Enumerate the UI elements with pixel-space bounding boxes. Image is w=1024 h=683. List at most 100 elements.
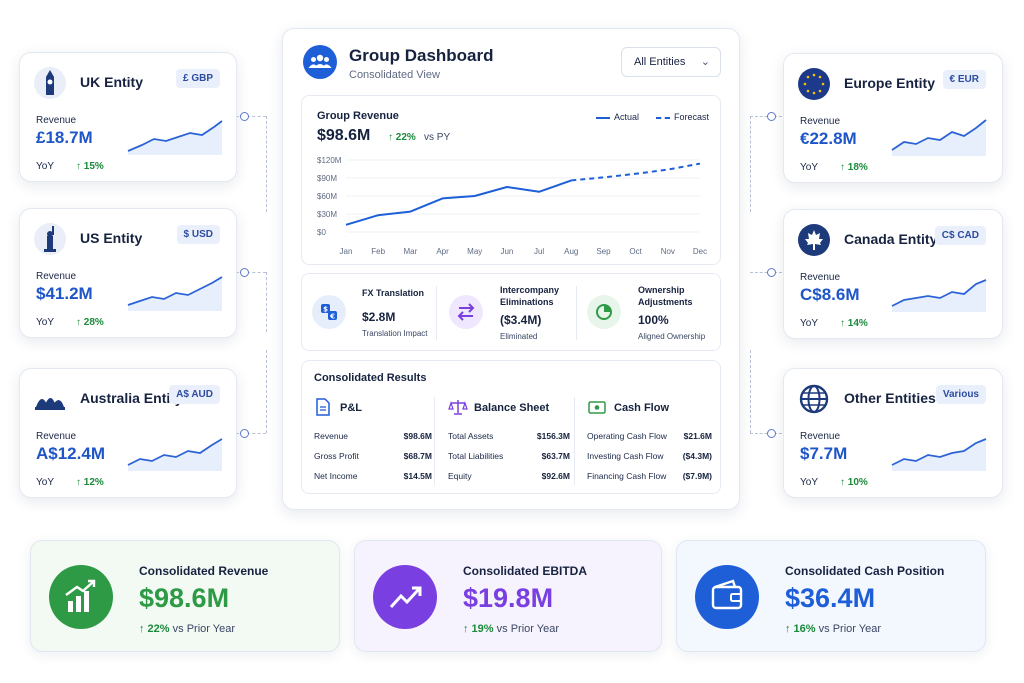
cf-row-label: Operating Cash Flow bbox=[587, 431, 667, 441]
other-entities-card[interactable]: Other Entities Various Revenue $7.7M YoY… bbox=[783, 368, 1003, 498]
globe-icon bbox=[799, 384, 829, 414]
bs-row-value: $92.6M bbox=[541, 471, 570, 481]
yoy-change: ↑ 15% bbox=[76, 161, 104, 172]
currency-badge: € EUR bbox=[942, 70, 986, 89]
y-tick-label: $60M bbox=[317, 192, 337, 201]
summary-change-suffix: vs Prior Year bbox=[496, 623, 560, 635]
connector-node bbox=[240, 112, 249, 121]
group-revenue-label: Group Revenue bbox=[317, 110, 399, 122]
yoy-change: ↑ 18% bbox=[840, 162, 868, 173]
fx-translation-sub: Translation Impact bbox=[362, 329, 428, 338]
entity-selector-value: All Entities bbox=[634, 56, 686, 68]
page-title: Group Dashboard bbox=[349, 46, 494, 65]
europe-entity-card[interactable]: Europe Entity € EUR Revenue €22.8M YoY ↑… bbox=[783, 53, 1003, 183]
y-tick-label: $90M bbox=[317, 174, 337, 183]
uk-entity-card[interactable]: UK Entity £ GBP Revenue £18.7M YoY ↑ 15% bbox=[19, 52, 237, 182]
x-tick-label: Mar bbox=[403, 247, 417, 256]
us-entity-card[interactable]: US Entity $ USD Revenue $41.2M YoY ↑ 28% bbox=[19, 208, 237, 338]
connector-line bbox=[750, 116, 782, 117]
sparkline bbox=[891, 119, 987, 156]
users-group-icon bbox=[303, 45, 337, 79]
pl-row-value: $98.6M bbox=[403, 431, 432, 441]
ownership-title-line1: Ownership bbox=[638, 285, 685, 295]
divider bbox=[576, 286, 577, 340]
eliminations-icon bbox=[449, 295, 483, 329]
consolidated-ebitda-card[interactable]: Consolidated EBITDA $19.8M ↑ 19% vs Prio… bbox=[354, 540, 662, 652]
connector-line bbox=[266, 116, 267, 212]
svg-text:$: $ bbox=[323, 306, 328, 314]
x-tick-label: Oct bbox=[629, 247, 642, 256]
document-icon bbox=[316, 398, 330, 416]
actual-series-line bbox=[345, 179, 572, 226]
adjustments-panel: $ € FX Translation $2.8M Translation Impa… bbox=[301, 273, 721, 351]
banknote-icon bbox=[588, 401, 606, 414]
summary-value: $19.8M bbox=[463, 583, 554, 613]
forecast-series-line bbox=[571, 162, 701, 182]
fx-translation-title: FX Translation bbox=[362, 288, 425, 298]
entity-selector[interactable]: All Entities ⌄ bbox=[621, 47, 721, 77]
revenue-value: A$12.4M bbox=[36, 444, 105, 463]
trend-up-icon bbox=[373, 565, 437, 629]
bs-row-value: $63.7M bbox=[541, 451, 570, 461]
eliminations-title-line2: Eliminations bbox=[500, 297, 554, 307]
connector-line bbox=[236, 116, 266, 117]
group-revenue-panel: Group Revenue $98.6M ↑ 22% vs PY Actual … bbox=[301, 95, 721, 265]
connector-line bbox=[750, 272, 782, 273]
cf-row-value: ($7.9M) bbox=[682, 471, 712, 481]
connector-node bbox=[767, 112, 776, 121]
summary-change-value: ↑ 22% bbox=[139, 623, 170, 635]
opera-house-icon bbox=[35, 398, 65, 410]
australia-entity-card[interactable]: Australia Entity A$ AUD Revenue A$12.4M … bbox=[19, 368, 237, 498]
group-revenue-change: ↑ 22% bbox=[388, 132, 416, 143]
cash-flow-title: Cash Flow bbox=[614, 402, 670, 414]
cf-row-value: $21.6M bbox=[683, 431, 712, 441]
connector-line bbox=[266, 272, 267, 332]
y-tick-label: $0 bbox=[317, 228, 326, 237]
sparkline bbox=[891, 279, 987, 312]
currency-badge: $ USD bbox=[176, 225, 220, 244]
ownership-title: Ownership Adjustments bbox=[638, 284, 693, 308]
legend-forecast-label: Forecast bbox=[674, 112, 710, 122]
currency-badge: £ GBP bbox=[175, 69, 220, 88]
bs-row-value: $156.3M bbox=[536, 431, 570, 441]
eliminations-value: ($3.4M) bbox=[500, 313, 542, 327]
revenue-value: £18.7M bbox=[36, 128, 93, 147]
consolidated-results-panel: Consolidated Results P&L Revenue $98.6M … bbox=[301, 360, 721, 494]
currency-badge: C$ CAD bbox=[934, 226, 986, 245]
canada-entity-card[interactable]: Canada Entity C$ CAD Revenue C$8.6M YoY … bbox=[783, 209, 1003, 339]
entity-name: Europe Entity bbox=[844, 75, 936, 91]
cf-row-label: Investing Cash Flow bbox=[587, 451, 664, 461]
yoy-change: ↑ 10% bbox=[840, 477, 868, 488]
divider bbox=[434, 397, 435, 485]
yoy-change: ↑ 12% bbox=[76, 477, 104, 488]
connector-line bbox=[750, 350, 751, 433]
legend-actual-swatch bbox=[596, 117, 610, 119]
entity-name: UK Entity bbox=[80, 74, 143, 90]
x-tick-label: Aug bbox=[564, 247, 578, 256]
connector-node bbox=[767, 429, 776, 438]
balance-sheet-title: Balance Sheet bbox=[474, 402, 550, 414]
svg-text:€: € bbox=[329, 313, 335, 321]
legend-forecast-swatch bbox=[656, 117, 670, 119]
revenue-label: Revenue bbox=[800, 116, 841, 127]
summary-title: Consolidated Revenue bbox=[139, 564, 269, 578]
x-tick-label: Jun bbox=[500, 247, 513, 256]
summary-value: $98.6M bbox=[139, 583, 230, 613]
revenue-label: Revenue bbox=[36, 271, 77, 282]
yoy-label: YoY bbox=[36, 317, 54, 328]
consolidated-cash-position-card[interactable]: Consolidated Cash Position $36.4M ↑ 16% … bbox=[676, 540, 986, 652]
maple-leaf-icon bbox=[798, 224, 830, 256]
statue-of-liberty-icon bbox=[34, 223, 66, 255]
revenue-label: Revenue bbox=[800, 272, 841, 283]
x-tick-label: Jan bbox=[340, 247, 353, 256]
x-tick-label: Sep bbox=[596, 247, 611, 256]
fx-translation-icon: $ € bbox=[312, 295, 346, 329]
group-revenue-value: $98.6M bbox=[317, 127, 371, 144]
entity-name: Other Entities bbox=[844, 390, 936, 406]
summary-change: ↑ 19% vs Prior Year bbox=[463, 623, 559, 635]
bs-row-label: Total Liabilities bbox=[448, 451, 504, 461]
summary-value: $36.4M bbox=[785, 583, 876, 613]
wallet-icon bbox=[695, 565, 759, 629]
summary-change-suffix: vs Prior Year bbox=[818, 623, 882, 635]
consolidated-revenue-card[interactable]: Consolidated Revenue $98.6M ↑ 22% vs Pri… bbox=[30, 540, 340, 652]
